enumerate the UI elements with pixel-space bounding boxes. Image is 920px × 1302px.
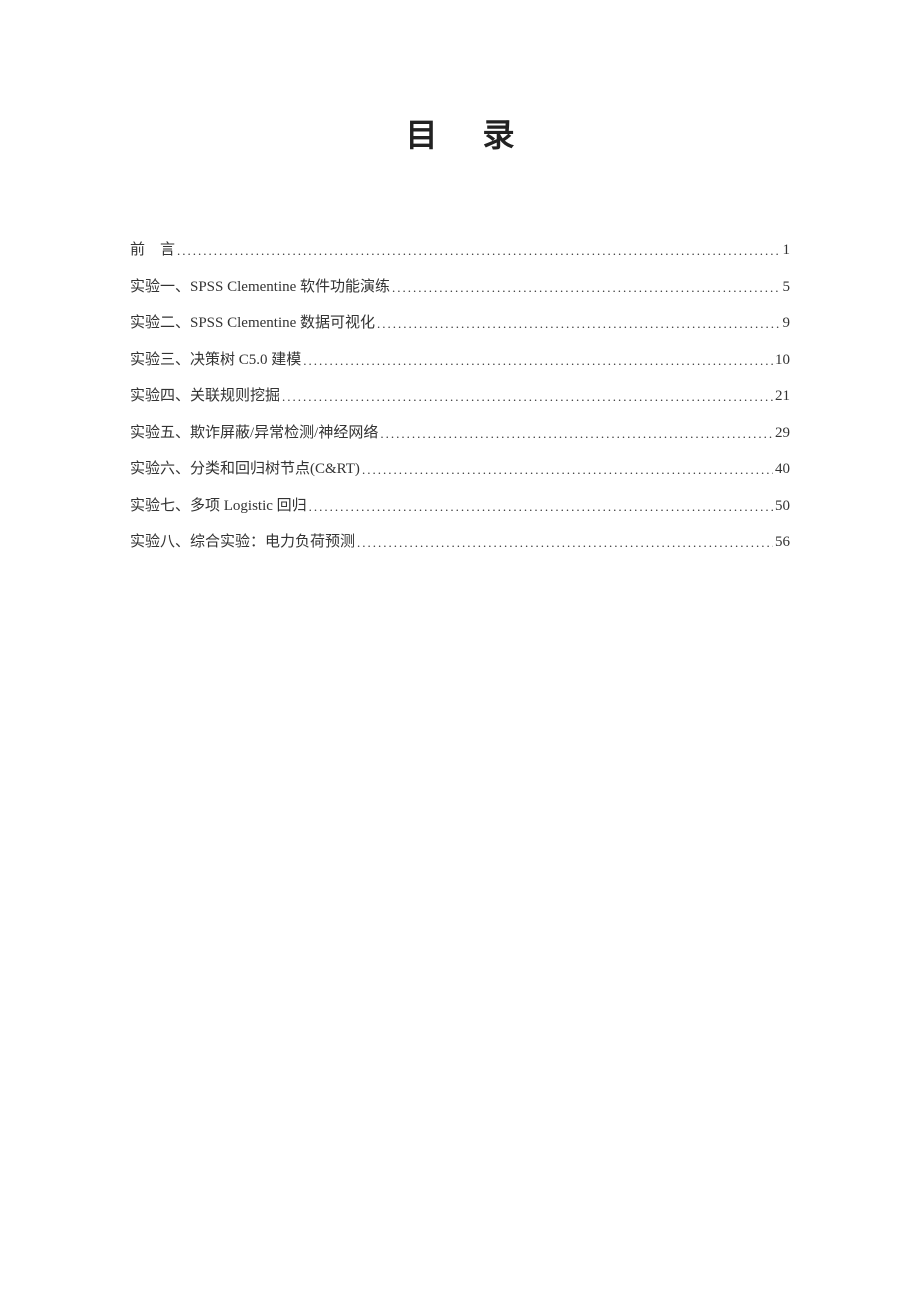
toc-entry: 实验四、关联规则挖掘 21 xyxy=(130,387,790,407)
toc-entry-page: 21 xyxy=(775,387,790,407)
page-title: 目录 xyxy=(360,110,559,156)
toc-dot-leader xyxy=(392,278,780,298)
toc-entry-label: 实验三、决策树 C5.0 建模 xyxy=(130,351,301,371)
toc-entry-page: 40 xyxy=(775,460,790,480)
toc-entry: 实验七、多项 Logistic 回归 50 xyxy=(130,497,790,517)
toc-entry-page: 56 xyxy=(775,533,790,553)
toc-entry-page: 1 xyxy=(783,241,791,261)
toc-dot-leader xyxy=(303,351,773,371)
toc-entry-label: 前 言 xyxy=(130,241,175,261)
toc-dot-leader xyxy=(309,497,773,517)
toc-entry: 实验六、分类和回归树节点(C&RT) 40 xyxy=(130,460,790,480)
toc-entry-page: 10 xyxy=(775,351,790,371)
toc-dot-leader xyxy=(362,460,773,480)
toc-dot-leader xyxy=(380,424,773,444)
toc-dot-leader xyxy=(357,533,773,553)
toc-entry: 实验二、SPSS Clementine 数据可视化 9 xyxy=(130,314,790,334)
toc-dot-leader xyxy=(377,314,780,334)
toc-dot-leader xyxy=(282,387,773,407)
document-page: 目录 前 言 1 实验一、SPSS Clementine 软件功能演练 5 实验… xyxy=(0,0,920,553)
toc-entry: 实验八、综合实验：电力负荷预测 56 xyxy=(130,533,790,553)
toc-entry-page: 5 xyxy=(783,278,791,298)
toc-entry: 实验三、决策树 C5.0 建模 10 xyxy=(130,351,790,371)
toc-entry-page: 29 xyxy=(775,424,790,444)
toc-entry-page: 50 xyxy=(775,497,790,517)
toc-entry-label: 实验八、综合实验：电力负荷预测 xyxy=(130,533,355,553)
toc-entry-label: 实验四、关联规则挖掘 xyxy=(130,387,280,407)
toc-entry-label: 实验二、SPSS Clementine 数据可视化 xyxy=(130,314,375,334)
table-of-contents: 前 言 1 实验一、SPSS Clementine 软件功能演练 5 实验二、S… xyxy=(130,241,790,553)
toc-entry-label: 实验一、SPSS Clementine 软件功能演练 xyxy=(130,278,390,298)
toc-entry-page: 9 xyxy=(783,314,791,334)
toc-entry-label: 实验六、分类和回归树节点(C&RT) xyxy=(130,460,360,480)
toc-entry: 前 言 1 xyxy=(130,241,790,261)
toc-entry: 实验五、欺诈屏蔽/异常检测/神经网络 29 xyxy=(130,424,790,444)
toc-entry-label: 实验七、多项 Logistic 回归 xyxy=(130,497,307,517)
toc-entry-label: 实验五、欺诈屏蔽/异常检测/神经网络 xyxy=(130,424,378,444)
title-container: 目录 xyxy=(130,110,790,156)
toc-dot-leader xyxy=(177,241,780,261)
toc-entry: 实验一、SPSS Clementine 软件功能演练 5 xyxy=(130,278,790,298)
